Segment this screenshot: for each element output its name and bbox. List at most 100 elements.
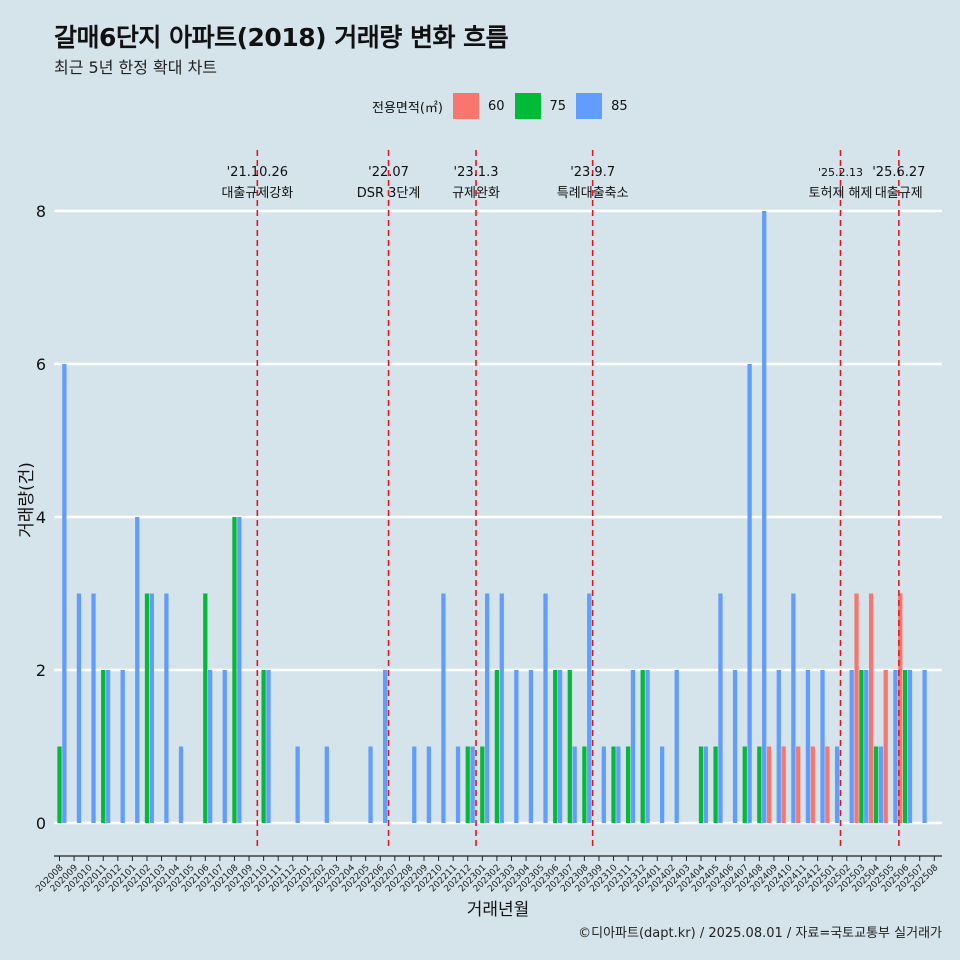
bar-85-202305 (543, 593, 548, 823)
bar-85-202301 (485, 593, 490, 823)
bar-85-202302 (499, 593, 504, 823)
bar-75-202302 (494, 670, 500, 823)
legend-label-85: 85 (611, 98, 628, 114)
bar-60-202501 (825, 746, 830, 823)
bar-85-202112 (295, 746, 300, 823)
legend-label-75: 75 (549, 98, 567, 114)
bar-75-202212 (465, 746, 470, 823)
chart-title: 갈매6단지 아파트(2018) 거래량 변화 흐름 (54, 23, 509, 52)
bar-85-202402 (674, 670, 679, 823)
bar-60-202411 (796, 746, 801, 823)
bar-85-202507 (922, 670, 927, 823)
y-tick-label: 6 (36, 355, 46, 374)
y-tick-label: 2 (36, 661, 46, 680)
bar-75-202503 (859, 670, 864, 823)
bar-85-202107 (222, 670, 227, 823)
bar-60-202503 (854, 593, 859, 823)
bar-85-202312 (645, 670, 650, 823)
bar-85-202404 (703, 746, 709, 823)
event-label: DSR 3단계 (357, 186, 421, 201)
bar-85-202210 (441, 593, 446, 823)
bar-85-202501 (834, 746, 840, 823)
bar-85-202208 (412, 746, 417, 823)
bar-85-202102 (149, 593, 154, 823)
bar-85-202209 (426, 746, 431, 823)
legend-swatch-75 (514, 93, 541, 119)
event-date-label: '22.07 (368, 165, 409, 180)
bar-85-202502 (849, 670, 854, 823)
bar-75-202306 (553, 670, 558, 823)
legend-title: 전용면적(㎡) (372, 100, 443, 116)
bar-85-202103 (164, 593, 169, 823)
x-axis-title: 거래년월 (467, 900, 530, 920)
bar-85-202106 (208, 670, 213, 823)
bar-85-202412 (820, 670, 825, 823)
bar-85-202310 (616, 746, 621, 823)
bar-75-202102 (144, 593, 150, 823)
bar-60-202409 (766, 746, 772, 823)
bar-75-202011 (101, 670, 106, 823)
event-date-label: '25.6.27 (872, 165, 925, 180)
bar-85-202306 (557, 670, 563, 823)
event-date-label: '23.9.7 (570, 165, 615, 180)
bar-75-202110 (261, 670, 266, 823)
event-date-label: '25.2.13 (818, 166, 863, 179)
y-tick-label: 0 (36, 814, 46, 833)
bar-75-202404 (698, 746, 704, 823)
bar-75-202311 (625, 746, 631, 823)
bar-60-202412 (810, 746, 815, 823)
legend: 전용면적(㎡) 60 75 85 (372, 93, 638, 119)
bar-75-202407 (742, 746, 747, 823)
source-caption: ©디아파트(dapt.kr) / 2025.08.01 / 자료=국토교통부 실… (578, 926, 942, 941)
bar-60-202410 (781, 746, 786, 823)
bar-85-202202 (324, 746, 329, 823)
bar-60-202505 (883, 670, 888, 823)
bar-75-202108 (232, 517, 237, 823)
bar-85-202206 (382, 670, 388, 823)
event-label: 토허제 해제 (809, 186, 873, 201)
bar-75-202301 (480, 746, 485, 823)
bar-85-202410 (791, 593, 796, 823)
bar-60-202504 (868, 593, 874, 823)
bar-85-202405 (718, 593, 723, 823)
bar-75-202308 (582, 746, 587, 823)
bar-75-202312 (640, 670, 645, 823)
bar-60-202506 (898, 593, 903, 823)
bar-75-202408 (757, 746, 762, 823)
y-tick-label: 8 (36, 202, 46, 221)
bar-85-202008 (62, 364, 67, 823)
y-axis-title: 거래량(건) (17, 462, 37, 538)
bar-75-202405 (713, 746, 718, 823)
event-label: 규제완화 (452, 186, 500, 201)
bar-85-202311 (630, 670, 636, 823)
event-date-label: '21.10.26 (227, 165, 288, 180)
bar-85-202503 (864, 670, 869, 823)
bar-85-202407 (747, 364, 752, 823)
bar-85-202406 (732, 670, 738, 823)
bar-85-202108 (237, 517, 242, 823)
event-label: 대출규제 (875, 186, 923, 201)
bar-75-202310 (611, 746, 616, 823)
bar-85-202101 (135, 517, 140, 823)
bar-85-202506 (907, 670, 913, 823)
legend-swatch-60 (452, 93, 479, 119)
chart-subtitle: 최근 5년 한정 확대 차트 (54, 58, 218, 77)
bar-85-202304 (528, 670, 534, 823)
bar-85-202211 (455, 746, 461, 823)
y-tick-label: 4 (36, 508, 46, 527)
bar-75-202504 (873, 746, 879, 823)
bar-75-202307 (567, 670, 572, 823)
bar-85-202408 (762, 211, 767, 823)
event-label: 특례대출축소 (557, 186, 629, 201)
bar-85-202409 (776, 670, 781, 823)
legend-swatch-85 (576, 93, 603, 119)
legend-item-60: 60 (452, 93, 505, 119)
legend-item-85: 85 (576, 93, 628, 119)
bar-85-202308 (587, 593, 592, 823)
bar-85-202307 (572, 746, 577, 823)
bar-85-202309 (601, 746, 606, 823)
bar-75-202506 (903, 670, 908, 823)
bar-75-202106 (203, 593, 208, 823)
bar-75-202008 (57, 746, 62, 823)
